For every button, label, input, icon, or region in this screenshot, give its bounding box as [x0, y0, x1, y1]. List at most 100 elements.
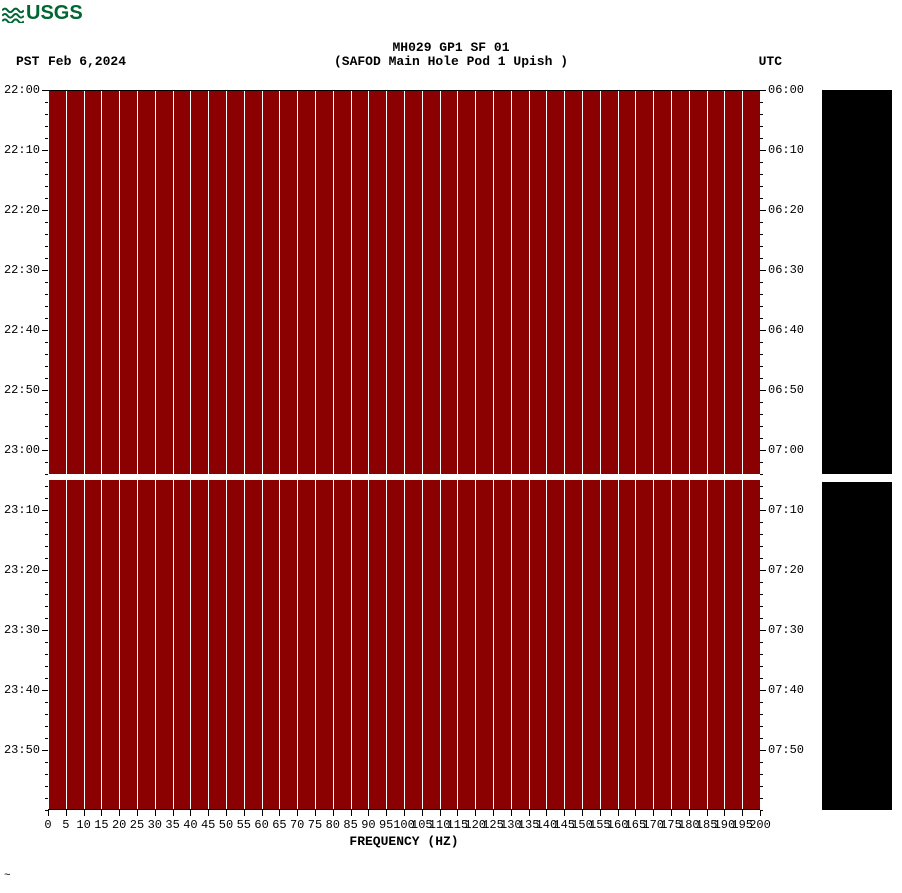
gridline-vertical [137, 90, 138, 810]
footer-mark: ~ [4, 870, 11, 882]
x-tick [84, 810, 85, 816]
minor-tick [45, 138, 48, 139]
major-tick [42, 450, 48, 451]
minor-tick [45, 474, 48, 475]
y-tick-label: 07:30 [768, 623, 804, 637]
x-tick-label: 0 [44, 818, 51, 832]
x-tick [635, 810, 636, 816]
minor-tick [45, 402, 48, 403]
x-tick-label: 35 [165, 818, 179, 832]
x-tick [101, 810, 102, 816]
gridline-vertical [582, 90, 583, 810]
y-tick-label: 23:50 [4, 743, 40, 757]
minor-tick [760, 102, 763, 103]
left-tz-label: PST [16, 54, 39, 69]
y-tick-label: 06:20 [768, 203, 804, 217]
y-tick-label: 06:50 [768, 383, 804, 397]
minor-tick [45, 306, 48, 307]
x-tick [707, 810, 708, 816]
x-tick [279, 810, 280, 816]
minor-tick [760, 246, 763, 247]
x-tick-label: 25 [130, 818, 144, 832]
minor-tick [45, 738, 48, 739]
major-tick [760, 330, 766, 331]
x-tick-label: 50 [219, 818, 233, 832]
x-tick [173, 810, 174, 816]
gridline-vertical [546, 90, 547, 810]
minor-tick [760, 126, 763, 127]
y-axis-right: 06:0006:1006:2006:3006:4006:5007:0007:10… [760, 90, 808, 810]
x-tick [742, 810, 743, 816]
minor-tick [45, 366, 48, 367]
minor-tick [760, 498, 763, 499]
x-tick-label: 85 [343, 818, 357, 832]
gridline-vertical [564, 90, 565, 810]
minor-tick [45, 618, 48, 619]
minor-tick [45, 342, 48, 343]
minor-tick [760, 558, 763, 559]
colorbar-panel [822, 482, 892, 810]
gridline-vertical [333, 90, 334, 810]
x-tick-label: 90 [361, 818, 375, 832]
minor-tick [45, 354, 48, 355]
minor-tick [760, 654, 763, 655]
major-tick [760, 450, 766, 451]
gridline-vertical [244, 90, 245, 810]
gridline-vertical [457, 90, 458, 810]
minor-tick [760, 762, 763, 763]
minor-tick [45, 462, 48, 463]
minor-tick [45, 246, 48, 247]
x-tick [440, 810, 441, 816]
minor-tick [760, 522, 763, 523]
gridline-vertical [315, 90, 316, 810]
minor-tick [760, 486, 763, 487]
x-tick [475, 810, 476, 816]
x-tick [351, 810, 352, 816]
x-tick [333, 810, 334, 816]
minor-tick [45, 438, 48, 439]
x-tick-label: 40 [183, 818, 197, 832]
y-tick-label: 06:10 [768, 143, 804, 157]
gridline-vertical [707, 90, 708, 810]
wave-icon [2, 5, 24, 23]
x-tick [368, 810, 369, 816]
x-tick [689, 810, 690, 816]
minor-tick [760, 318, 763, 319]
minor-tick [760, 378, 763, 379]
minor-tick [760, 702, 763, 703]
x-tick [155, 810, 156, 816]
gridline-vertical [635, 90, 636, 810]
minor-tick [45, 762, 48, 763]
x-tick [671, 810, 672, 816]
x-tick [457, 810, 458, 816]
minor-tick [760, 198, 763, 199]
gridline-vertical [368, 90, 369, 810]
x-tick-label: 20 [112, 818, 126, 832]
gridline-vertical [671, 90, 672, 810]
minor-tick [45, 678, 48, 679]
gridline-vertical [190, 90, 191, 810]
major-tick [42, 690, 48, 691]
x-tick [190, 810, 191, 816]
gridline-vertical [101, 90, 102, 810]
major-tick [760, 570, 766, 571]
gridline-vertical [297, 90, 298, 810]
x-tick [422, 810, 423, 816]
x-tick-label: 80 [326, 818, 340, 832]
x-tick [493, 810, 494, 816]
minor-tick [760, 162, 763, 163]
minor-tick [760, 294, 763, 295]
y-axis-left: 22:0022:1022:2022:3022:4022:5023:0023:10… [0, 90, 48, 810]
major-tick [760, 270, 766, 271]
minor-tick [45, 198, 48, 199]
minor-tick [760, 726, 763, 727]
minor-tick [45, 522, 48, 523]
x-tick [600, 810, 601, 816]
minor-tick [45, 186, 48, 187]
y-tick-label: 06:40 [768, 323, 804, 337]
date-label: Feb 6,2024 [48, 54, 126, 69]
major-tick [760, 630, 766, 631]
gridline-vertical [66, 90, 67, 810]
minor-tick [45, 162, 48, 163]
minor-tick [760, 606, 763, 607]
